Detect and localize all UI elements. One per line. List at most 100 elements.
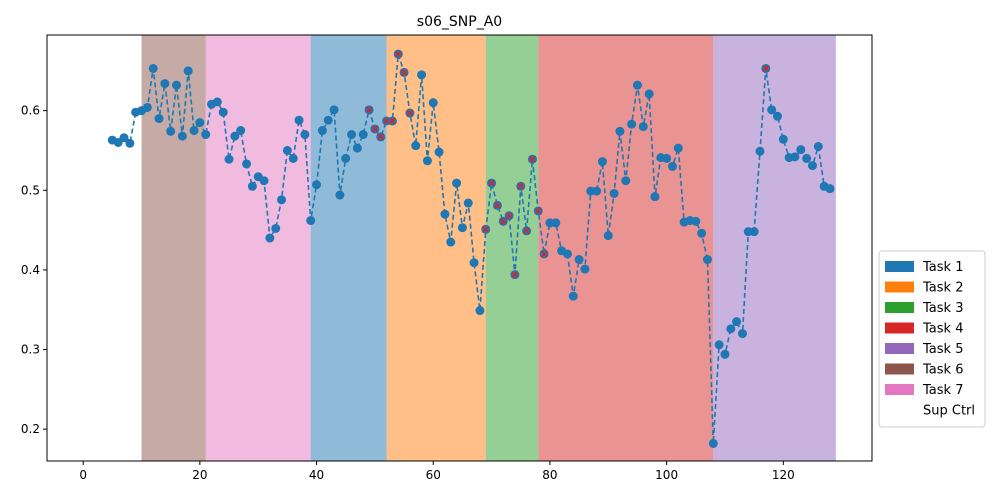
series — [107, 49, 835, 448]
highlight-marker — [406, 109, 414, 117]
span-task-6 — [141, 35, 206, 461]
x-tick-label: 20 — [192, 468, 207, 482]
data-point — [288, 153, 298, 163]
data-point — [271, 223, 281, 233]
data-point — [347, 130, 357, 140]
x-axis: 0 20 40 60 80 100 120 — [79, 461, 795, 482]
data-point — [172, 80, 182, 90]
highlight-marker — [488, 179, 496, 187]
data-point — [452, 178, 462, 188]
highlight-marker — [493, 201, 501, 209]
data-point — [802, 153, 812, 163]
data-point — [551, 218, 561, 228]
data-point — [737, 329, 747, 339]
legend-swatch — [885, 302, 914, 313]
span-task-5 — [713, 35, 836, 461]
highlight-marker — [534, 207, 542, 215]
chart-title: s06_SNP_A0 — [417, 14, 502, 30]
data-point — [312, 180, 322, 190]
highlight-marker — [400, 68, 408, 76]
data-point — [796, 145, 806, 155]
data-point — [691, 216, 701, 226]
data-point — [446, 237, 456, 247]
y-tick-label: 0.5 — [21, 183, 40, 197]
data-point — [195, 118, 205, 128]
data-point — [673, 143, 683, 153]
data-point — [644, 89, 654, 99]
data-point — [603, 231, 613, 241]
data-point — [177, 131, 187, 141]
highlight-marker — [371, 125, 379, 133]
data-point — [160, 79, 170, 89]
highlight-marker — [365, 106, 373, 114]
data-point — [224, 154, 234, 164]
span-task-1 — [310, 35, 387, 461]
data-point — [212, 97, 222, 107]
data-point — [142, 102, 152, 112]
y-tick-label: 0.6 — [21, 104, 40, 118]
highlight-marker — [540, 250, 548, 258]
data-point — [475, 306, 485, 316]
data-point — [732, 317, 742, 327]
x-tick-label: 40 — [309, 468, 324, 482]
legend-label: Task 7 — [922, 383, 963, 398]
data-point — [317, 126, 327, 136]
data-point — [469, 258, 479, 268]
data-point — [697, 228, 707, 238]
legend-label: Task 2 — [922, 281, 963, 296]
highlight-marker — [505, 212, 513, 220]
data-point — [154, 114, 164, 124]
legend-swatch — [885, 281, 914, 293]
data-point — [592, 186, 602, 196]
data-point — [265, 233, 275, 243]
highlight-marker — [377, 133, 385, 141]
data-point — [609, 188, 619, 198]
data-point — [702, 255, 712, 265]
highlight-marker — [388, 117, 396, 125]
data-point — [755, 146, 765, 156]
series-line — [111, 53, 831, 444]
data-point — [428, 98, 438, 108]
data-point — [306, 216, 316, 226]
data-point — [463, 198, 473, 208]
data-point — [825, 184, 835, 194]
highlight-marker — [499, 217, 507, 225]
data-point — [627, 119, 637, 129]
data-point — [294, 115, 304, 125]
data-point — [813, 141, 823, 151]
legend-swatch — [885, 384, 914, 395]
data-point — [341, 153, 351, 163]
data-point — [749, 227, 759, 237]
data-point — [230, 131, 240, 141]
y-tick-label: 0.2 — [21, 422, 40, 436]
data-point — [335, 190, 345, 200]
data-point — [714, 340, 724, 350]
data-point — [650, 192, 660, 202]
data-point — [358, 130, 368, 140]
data-point — [259, 176, 269, 186]
highlight-marker — [523, 227, 531, 235]
data-point — [352, 143, 362, 153]
data-point — [662, 153, 672, 163]
y-tick-label: 0.3 — [21, 343, 40, 357]
data-point — [422, 156, 432, 166]
data-point — [148, 63, 158, 73]
data-point — [708, 438, 718, 448]
data-point — [457, 223, 467, 233]
span-task-3 — [485, 35, 539, 461]
data-point — [329, 105, 339, 115]
highlight-marker — [482, 225, 490, 233]
data-point — [597, 157, 607, 167]
x-tick-label: 100 — [655, 468, 678, 482]
span-task-7 — [205, 35, 311, 461]
legend-label: Task 1 — [922, 260, 963, 275]
data-point — [638, 122, 648, 132]
data-point — [125, 138, 135, 148]
data-point — [201, 130, 211, 140]
highlight-marker — [528, 155, 536, 163]
legend-label: Task 6 — [922, 363, 963, 378]
data-point — [300, 130, 310, 140]
data-point — [807, 161, 817, 171]
data-point — [632, 80, 642, 90]
